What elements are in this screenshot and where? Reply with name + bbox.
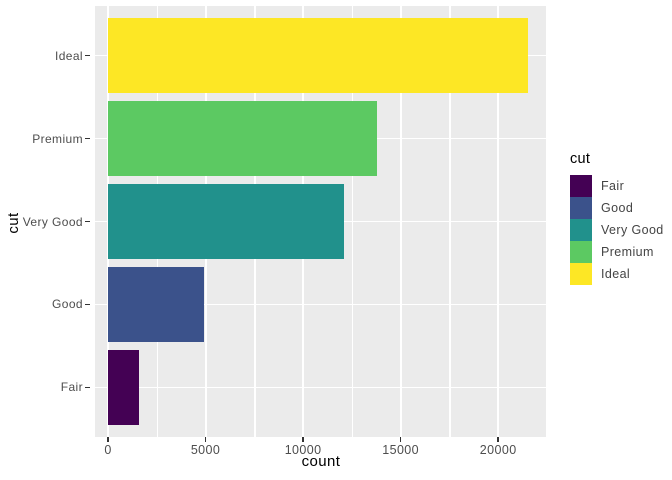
legend-swatch (570, 197, 592, 219)
y-tick-label: Very Good (22, 214, 83, 229)
gridline-major-y (95, 386, 547, 389)
plot-panel (95, 6, 547, 437)
bar-ideal[interactable] (108, 18, 529, 94)
x-tick-mark (497, 437, 499, 442)
x-tick-label: 20000 (479, 443, 517, 457)
gridline-major-y (95, 303, 547, 306)
legend-item-fair[interactable]: Fair (570, 175, 664, 197)
x-tick-label: 15000 (382, 443, 420, 457)
y-tick-label: Good (52, 297, 83, 312)
legend-item-very-good[interactable]: Very Good (570, 219, 664, 241)
bar-very-good[interactable] (108, 184, 344, 259)
x-tick-label: 0 (104, 443, 112, 457)
y-tick-label: Premium (32, 131, 83, 146)
y-tick-label: Ideal (54, 48, 83, 63)
x-tick-mark (107, 437, 109, 442)
x-tick-label: 10000 (284, 443, 322, 457)
x-tick-mark (204, 437, 207, 442)
legend-title: cut (570, 151, 591, 167)
x-tick-label: 5000 (190, 443, 221, 457)
legend-label: Premium (601, 245, 654, 259)
y-tick-mark (85, 386, 90, 389)
legend-label: Very Good (601, 223, 664, 237)
legend-label: Fair (601, 179, 625, 193)
y-tick-label: Fair (60, 380, 83, 395)
bar-premium[interactable] (108, 101, 378, 176)
bar-fair[interactable] (108, 349, 140, 425)
legend-swatch (570, 263, 592, 285)
legend: cut Fair Good Very Good Premium Ideal (570, 151, 664, 285)
legend-swatch (570, 219, 592, 241)
y-tick-mark (85, 220, 90, 223)
legend-label: Ideal (601, 267, 631, 281)
legend-item-ideal[interactable]: Ideal (570, 263, 664, 285)
x-tick-mark (399, 437, 402, 442)
y-tick-mark (85, 303, 90, 306)
legend-item-premium[interactable]: Premium (570, 241, 664, 263)
bar-good[interactable] (108, 267, 204, 342)
legend-items: Fair Good Very Good Premium Ideal (570, 175, 664, 285)
y-tick-mark (85, 137, 90, 140)
legend-swatch (570, 241, 592, 263)
y-tick-mark (85, 54, 90, 57)
legend-item-good[interactable]: Good (570, 197, 664, 219)
legend-label: Good (601, 201, 634, 215)
x-tick-mark (302, 437, 304, 442)
x-axis-title: count (301, 453, 341, 470)
legend-swatch (570, 175, 592, 197)
